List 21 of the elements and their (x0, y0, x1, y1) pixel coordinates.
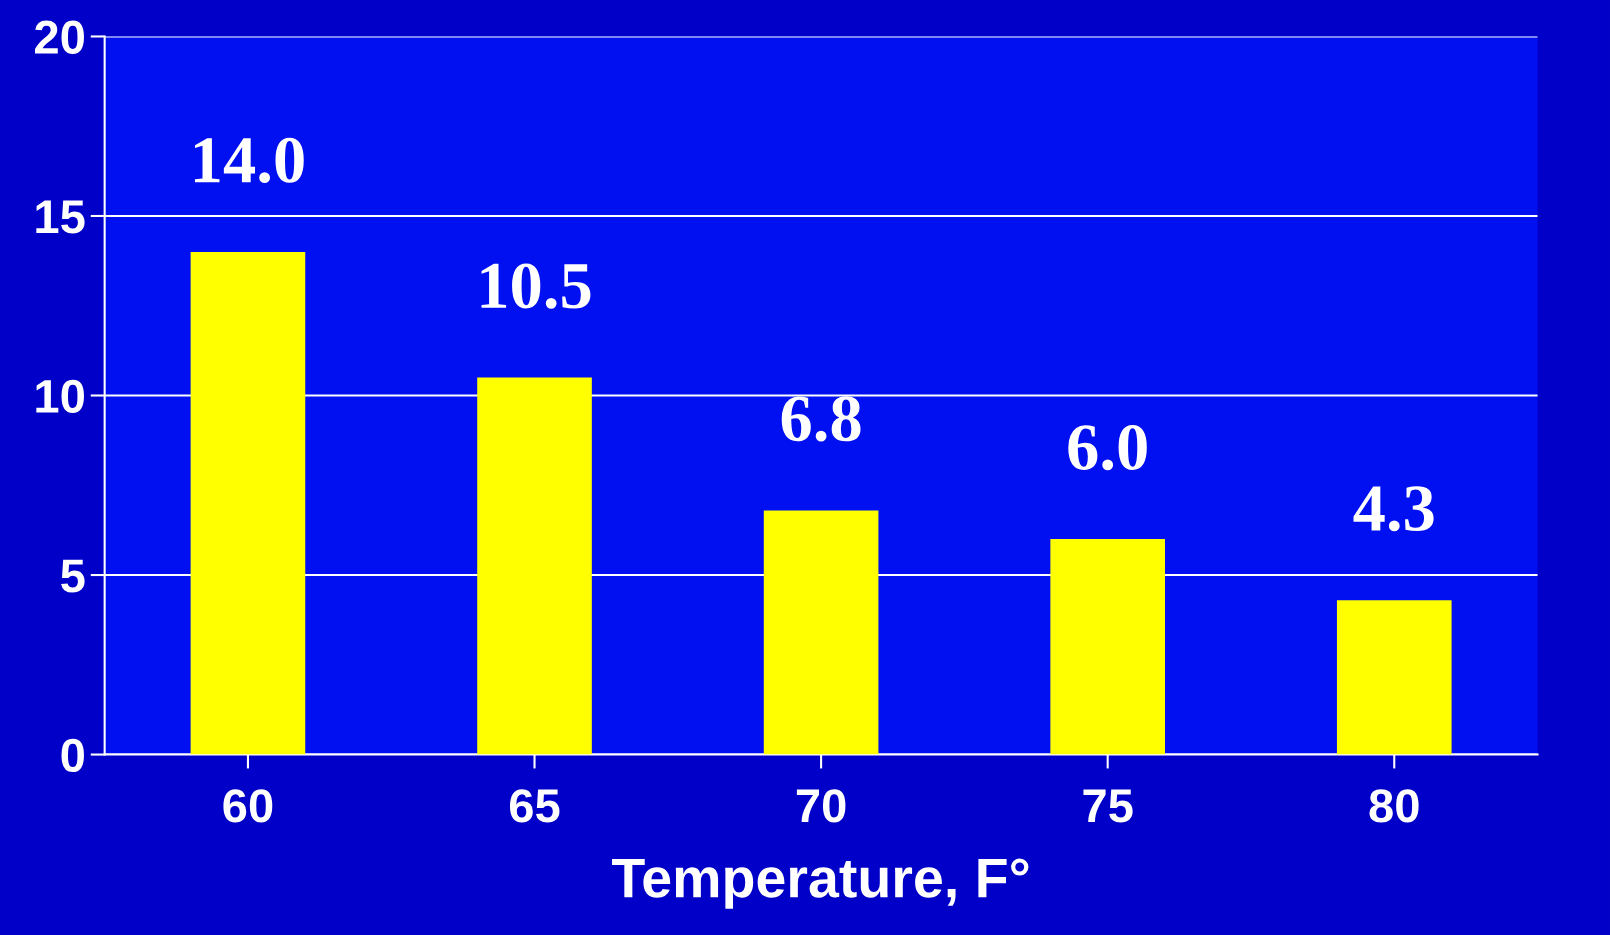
x-tick-label: 60 (223, 789, 273, 823)
data-label: 6.0 (1068, 425, 1147, 471)
bar (1050, 539, 1165, 755)
data-label: 10.5 (481, 263, 591, 309)
x-tick-label: 80 (1369, 789, 1419, 823)
bar (190, 251, 306, 755)
x-tick-label: 65 (509, 789, 560, 823)
y-tick-label: 10 (36, 379, 84, 414)
bar (1336, 600, 1452, 755)
bar (763, 510, 879, 755)
x-tick-label: 70 (796, 789, 846, 823)
data-label: 6.8 (781, 396, 861, 442)
y-tick-label: 0 (61, 738, 84, 773)
x-axis-title: Temperature, F° (612, 858, 1029, 909)
y-tick-label: 15 (36, 200, 85, 234)
data-label: 4.3 (1353, 486, 1434, 532)
data-label: 14.0 (194, 137, 304, 184)
y-tick-label: 5 (61, 559, 85, 593)
bar (477, 377, 592, 755)
y-tick-label: 20 (35, 20, 84, 55)
x-tick-label: 75 (1083, 789, 1133, 823)
